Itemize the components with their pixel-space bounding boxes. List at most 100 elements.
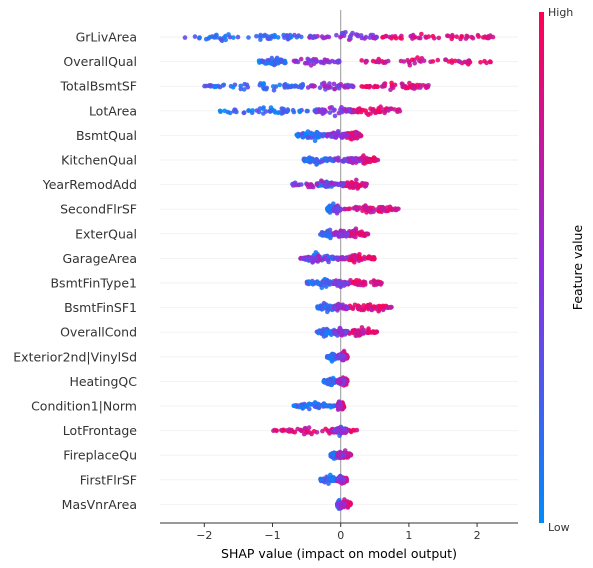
shap-dot	[334, 181, 340, 187]
shap-dot	[331, 452, 336, 458]
shap-dot	[393, 35, 399, 41]
shap-dot	[202, 83, 207, 89]
shap-dot	[299, 182, 304, 187]
shap-dot	[360, 280, 366, 285]
shap-dot	[273, 59, 278, 64]
shap-dot	[419, 31, 424, 37]
shap-dot	[327, 110, 333, 115]
shap-dot	[323, 284, 329, 289]
shap-dot	[364, 58, 370, 64]
shap-dot	[327, 234, 332, 239]
shap-dot	[343, 255, 349, 261]
shap-dot	[356, 255, 362, 260]
shap-dot	[357, 156, 362, 162]
feature-label: BsmtFinSF1	[64, 300, 137, 315]
shap-dot	[338, 380, 344, 385]
x-tick-label: −1	[264, 529, 280, 542]
shap-dot	[366, 330, 371, 336]
feature-label: GrLivArea	[76, 30, 137, 45]
shap-dot	[412, 61, 418, 66]
shap-dot	[331, 81, 337, 87]
shap-dot	[273, 84, 279, 89]
shap-dot	[250, 108, 255, 113]
shap-dot	[338, 232, 344, 238]
shap-dot	[303, 426, 308, 431]
shap-dot	[323, 156, 329, 162]
shap-dot	[367, 83, 373, 89]
shap-dot	[308, 63, 314, 68]
shap-dot	[454, 34, 460, 39]
shap-dot	[378, 304, 384, 309]
shap-dot	[337, 326, 343, 332]
shap-dot	[238, 83, 243, 89]
shap-dot	[356, 328, 362, 333]
shap-dot	[271, 88, 277, 93]
shap-dot	[415, 55, 420, 60]
shap-dot	[350, 30, 355, 36]
shap-dot	[353, 131, 359, 136]
shap-dot	[487, 59, 493, 64]
shap-dot	[324, 331, 330, 337]
shap-dot	[389, 207, 395, 213]
shap-dot	[352, 135, 358, 141]
shap-dot	[322, 380, 328, 385]
shap-dot	[363, 84, 369, 89]
shap-dot	[258, 32, 263, 38]
shap-dot	[312, 400, 318, 405]
shap-dot	[364, 181, 370, 187]
shap-dot	[339, 305, 344, 310]
shap-dot	[365, 231, 371, 237]
shap-dot	[338, 34, 343, 40]
shap-dot	[430, 33, 436, 39]
shap-dot	[324, 206, 330, 211]
shap-dot	[285, 108, 291, 113]
shap-dot	[274, 428, 279, 433]
shap-dot	[192, 34, 198, 39]
shap-dot	[338, 82, 344, 87]
colorbar-low-label: Low	[548, 521, 570, 534]
feature-label: BsmtQual	[76, 128, 137, 143]
shap-dot	[279, 106, 285, 111]
feature-label: HeatingQC	[69, 374, 137, 389]
shap-dot	[418, 59, 424, 64]
shap-dot	[223, 37, 228, 43]
shap-dot	[321, 107, 326, 113]
shap-dot	[311, 84, 316, 89]
feature-label: LotFrontage	[63, 423, 138, 438]
shap-dot	[325, 230, 331, 235]
shap-dot	[341, 501, 346, 507]
shap-dot	[342, 106, 348, 112]
shap-dot	[225, 109, 231, 115]
shap-dot	[295, 426, 300, 432]
shap-dot	[332, 280, 338, 286]
shap-dot	[328, 477, 334, 482]
shap-dot	[221, 82, 227, 88]
shap-dot	[334, 32, 339, 38]
feature-label: ExterQual	[75, 226, 137, 241]
shap-dot	[292, 32, 297, 38]
shap-dot	[371, 108, 376, 114]
shap-dot	[382, 110, 387, 116]
shap-dot	[258, 37, 263, 42]
shap-dot	[320, 428, 325, 434]
shap-dot	[386, 108, 391, 113]
shap-dot	[371, 255, 377, 261]
shap-dot	[315, 304, 320, 309]
shap-dot	[341, 228, 347, 234]
shap-dot	[282, 35, 287, 40]
shap-dot	[347, 501, 353, 506]
shap-dot	[476, 34, 482, 39]
shap-dot	[356, 184, 361, 190]
shap-dot	[350, 427, 356, 433]
shap-dot	[360, 231, 365, 236]
shap-dot	[352, 330, 358, 335]
shap-dot	[331, 231, 337, 236]
shap-dot	[361, 327, 367, 333]
feature-label: Exterior2nd|VinylSd	[13, 349, 137, 364]
shap-dot	[336, 85, 342, 91]
shap-dot	[359, 58, 365, 63]
shap-dot	[282, 85, 288, 90]
shap-dot	[299, 402, 305, 407]
shap-dot	[212, 35, 217, 40]
shap-dot	[218, 37, 224, 42]
